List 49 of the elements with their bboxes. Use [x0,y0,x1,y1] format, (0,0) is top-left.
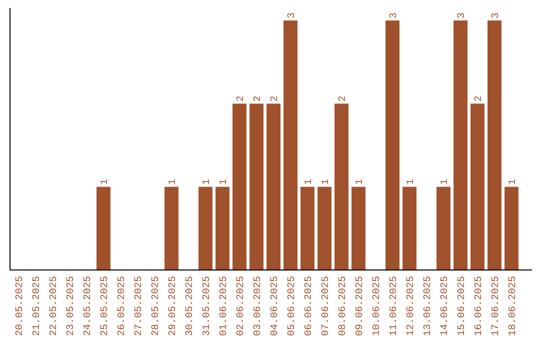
data-label: 3 [491,12,502,18]
data-label: 1 [168,178,179,185]
x-tick-label: 30.05.2025 [185,276,196,336]
data-label: 1 [508,178,519,185]
data-label: 3 [389,12,400,18]
x-tick-label: 22.05.2025 [49,276,60,336]
data-label: 3 [457,12,468,18]
data-label: 2 [236,96,247,102]
data-label: 1 [219,178,230,185]
x-tick-label: 04.06.2025 [270,276,281,336]
data-label: 1 [202,178,213,185]
x-tick-label: 09.06.2025 [355,276,366,336]
data-label: 1 [406,178,417,185]
data-label: 2 [270,96,281,102]
x-tick-label: 31.05.2025 [202,276,213,336]
x-tick-label: 26.05.2025 [117,276,128,336]
data-label: 2 [338,96,349,102]
x-tick-label: 06.06.2025 [304,276,315,336]
x-tick-label: 07.06.2025 [321,276,332,336]
x-tick-label: 24.05.2025 [83,276,94,336]
x-tick-label: 29.05.2025 [168,276,179,336]
data-label: 1 [440,178,451,185]
x-tick-label: 11.06.2025 [389,276,400,336]
x-tick-label: 20.05.2025 [15,276,26,336]
x-tick-label: 02.06.2025 [236,276,247,336]
x-tick-label: 13.06.2025 [423,276,434,336]
x-tick-label: 12.06.2025 [406,276,417,336]
x-tick-label: 01.06.2025 [219,276,230,336]
x-tick-label: 21.05.2025 [32,276,43,336]
x-tick-label: 18.06.2025 [508,276,519,336]
data-label: 1 [304,178,315,185]
x-tick-label: 23.05.2025 [66,276,77,336]
data-label: 1 [355,178,366,185]
x-tick-label: 25.05.2025 [100,276,111,336]
x-tick-label: 27.05.2025 [134,276,145,336]
x-tick-label: 08.06.2025 [338,276,349,336]
data-label: 1 [100,178,111,185]
x-tick-label: 15.06.2025 [457,276,468,336]
data-label: 1 [321,178,332,185]
x-tick-label: 03.06.2025 [253,276,264,336]
x-tick-label: 17.06.2025 [491,276,502,336]
x-tick-label: 16.06.2025 [474,276,485,336]
data-label: 2 [253,96,264,102]
data-label: 2 [474,96,485,102]
x-tick-label: 28.05.2025 [151,276,162,336]
x-tick-label: 10.06.2025 [372,276,383,336]
x-tick-label: 05.06.2025 [287,276,298,336]
x-tick-label: 14.06.2025 [440,276,451,336]
data-label: 3 [287,12,298,18]
